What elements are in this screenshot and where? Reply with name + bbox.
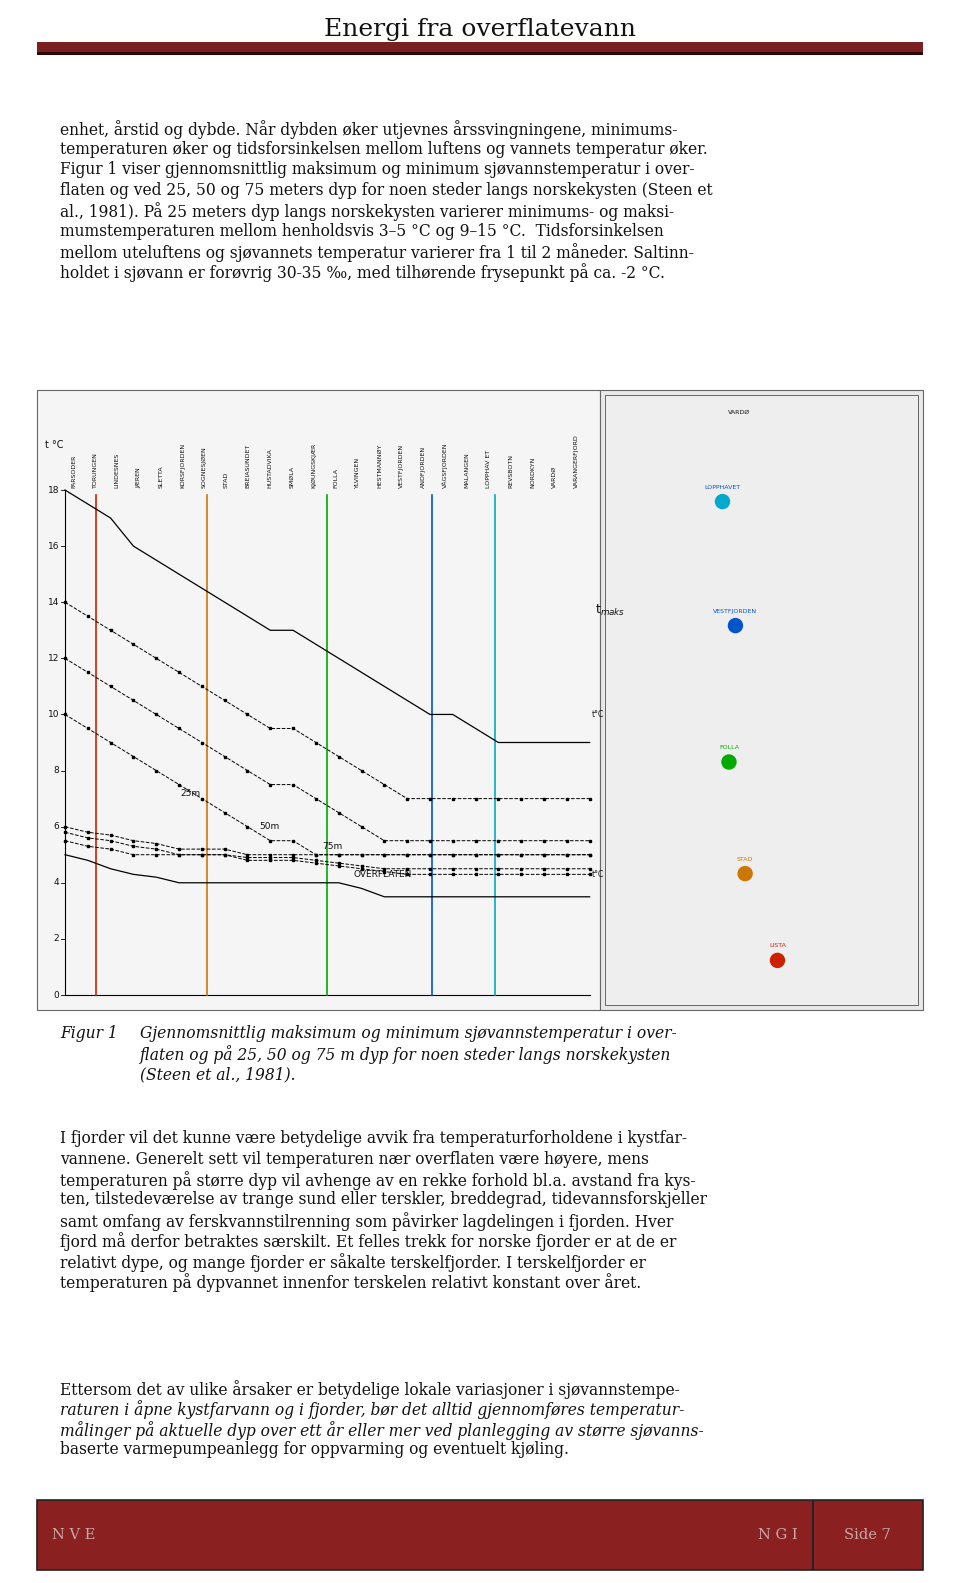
Text: HESTMANNØY: HESTMANNØY <box>377 443 382 488</box>
Text: 75m: 75m <box>322 842 343 850</box>
Text: JÆREN: JÆREN <box>136 467 141 488</box>
Text: 50m: 50m <box>259 822 279 831</box>
Circle shape <box>771 953 784 967</box>
Text: BREIASUNDET: BREIASUNDET <box>246 443 251 488</box>
Text: STAD: STAD <box>737 856 754 861</box>
Text: ANDFJORDEN: ANDFJORDEN <box>420 446 425 488</box>
Text: 6: 6 <box>53 822 59 831</box>
Text: flaten og ved 25, 50 og 75 meters dyp for noen steder langs norskekysten (Steen : flaten og ved 25, 50 og 75 meters dyp fo… <box>60 182 712 198</box>
Text: mumstemperaturen mellom henholdsvis 3–5 °C og 9–15 °C.  Tidsforsinkelsen: mumstemperaturen mellom henholdsvis 3–5 … <box>60 223 663 239</box>
Bar <box>605 396 918 1005</box>
Text: Energi fra overflatevann: Energi fra overflatevann <box>324 17 636 41</box>
Text: KORSFJORDEN: KORSFJORDEN <box>180 443 185 488</box>
Text: enhet, årstid og dybde. Når dybden øker utjevnes årssvingningene, minimums-: enhet, årstid og dybde. Når dybden øker … <box>60 120 678 139</box>
Text: 0: 0 <box>53 991 59 999</box>
Bar <box>37 43 923 52</box>
Text: baserte varmepumpeanlegg for oppvarming og eventuelt kjøling.: baserte varmepumpeanlegg for oppvarming … <box>60 1442 569 1458</box>
Circle shape <box>738 866 752 880</box>
Text: LISTA: LISTA <box>769 943 786 948</box>
Text: 25m: 25m <box>180 788 201 798</box>
Text: SLETTA: SLETTA <box>158 465 163 488</box>
Text: temperaturen øker og tidsforsinkelsen mellom luftens og vannets temperatur øker.: temperaturen øker og tidsforsinkelsen me… <box>60 141 708 157</box>
Text: målinger på aktuelle dyp over ett år eller mer ved planlegging av større sjøvann: målinger på aktuelle dyp over ett år ell… <box>60 1422 704 1441</box>
Text: VESTFJORDEN: VESTFJORDEN <box>713 608 757 614</box>
Text: LOPPHAVET: LOPPHAVET <box>705 484 740 489</box>
Text: temperaturen på større dyp vil avhenge av en rekke forhold bl.a. avstand fra kys: temperaturen på større dyp vil avhenge a… <box>60 1171 695 1190</box>
Text: HUSTADVIKA: HUSTADVIKA <box>268 448 273 488</box>
Text: 12: 12 <box>48 654 59 663</box>
Bar <box>37 1501 923 1570</box>
Text: N G I: N G I <box>757 1528 797 1542</box>
Bar <box>812 1501 814 1570</box>
Text: 8: 8 <box>53 766 59 776</box>
Text: 10: 10 <box>47 709 59 719</box>
Text: YLVINGEN: YLVINGEN <box>355 457 360 488</box>
Text: LOPPHAV ET: LOPPHAV ET <box>487 450 492 488</box>
Text: t$_{maks}$: t$_{maks}$ <box>594 603 625 617</box>
Text: t°C: t°C <box>591 709 604 719</box>
Text: LINDESNES: LINDESNES <box>114 453 120 488</box>
Text: N V E: N V E <box>52 1528 95 1542</box>
Text: KJØUNGSKJÆR: KJØUNGSKJÆR <box>311 443 317 488</box>
Text: 4: 4 <box>54 879 59 888</box>
Circle shape <box>729 619 742 633</box>
Text: STAD: STAD <box>224 472 228 488</box>
Text: al., 1981). På 25 meters dyp langs norskekysten varierer minimums- og maksi-: al., 1981). På 25 meters dyp langs norsk… <box>60 203 674 222</box>
Text: mellom uteluftens og sjøvannets temperatur varierer fra 1 til 2 måneder. Saltinn: mellom uteluftens og sjøvannets temperat… <box>60 244 694 261</box>
Text: FOLLA: FOLLA <box>719 746 739 750</box>
Text: VÅGSFJORDEN: VÅGSFJORDEN <box>442 443 447 488</box>
Text: NORDKYN: NORDKYN <box>530 456 535 488</box>
Bar <box>37 1501 923 1570</box>
Text: flaten og på 25, 50 og 75 m dyp for noen steder langs norskekysten: flaten og på 25, 50 og 75 m dyp for noen… <box>140 1045 671 1064</box>
Text: Ettersom det av ulike årsaker er betydelige lokale variasjoner i sjøvannstempe-: Ettersom det av ulike årsaker er betydel… <box>60 1380 680 1399</box>
Text: FOLLA: FOLLA <box>333 469 338 488</box>
Text: VARDØ: VARDØ <box>728 410 750 415</box>
Text: 16: 16 <box>47 541 59 551</box>
Text: MALANGEN: MALANGEN <box>465 453 469 488</box>
Text: 18: 18 <box>47 486 59 494</box>
Circle shape <box>722 755 736 769</box>
Circle shape <box>715 494 730 508</box>
Text: raturen i åpne kystfarvann og i fjorder, bør det alltid gjennomføres temperatur-: raturen i åpne kystfarvann og i fjorder,… <box>60 1401 684 1420</box>
Text: t °C: t °C <box>45 440 63 450</box>
Text: Gjennomsnittlig maksimum og minimum sjøvannstemperatur i over-: Gjennomsnittlig maksimum og minimum sjøv… <box>140 1026 677 1042</box>
Bar <box>37 52 923 55</box>
Text: SOGNESJØEN: SOGNESJØEN <box>202 446 207 488</box>
Text: I fjorder vil det kunne være betydelige avvik fra temperaturforholdene i kystfar: I fjorder vil det kunne være betydelige … <box>60 1130 687 1148</box>
Text: fjord må derfor betraktes særskilt. Et felles trekk for norske fjorder er at de : fjord må derfor betraktes særskilt. Et f… <box>60 1233 677 1252</box>
Text: ten, tilstedeværelse av trange sund eller terskler, breddegrad, tidevannsforskje: ten, tilstedeværelse av trange sund elle… <box>60 1192 707 1208</box>
Text: temperaturen på dypvannet innenfor terskelen relativt konstant over året.: temperaturen på dypvannet innenfor tersk… <box>60 1273 641 1292</box>
Text: TORUNGEN: TORUNGEN <box>93 453 98 488</box>
Bar <box>37 389 600 1010</box>
Text: holdet i sjøvann er forøvrig 30-35 ‰, med tilhørende frysepunkt på ca. -2 °C.: holdet i sjøvann er forøvrig 30-35 ‰, me… <box>60 263 665 282</box>
Bar <box>600 389 923 1010</box>
Text: relativt dype, og mange fjorder er såkalte terskelfjorder. I terskelfjorder er: relativt dype, og mange fjorder er såkal… <box>60 1254 646 1271</box>
Text: t°C: t°C <box>591 871 604 879</box>
Text: Side 7: Side 7 <box>844 1528 891 1542</box>
Text: VARANGERFJORD: VARANGERFJORD <box>574 434 579 488</box>
Text: OVERFLATEN: OVERFLATEN <box>353 871 412 879</box>
Text: FARSODER: FARSODER <box>71 454 76 488</box>
Text: Figur 1 viser gjennomsnittlig maksimum og minimum sjøvannstemperatur i over-: Figur 1 viser gjennomsnittlig maksimum o… <box>60 161 694 177</box>
Text: 14: 14 <box>48 598 59 606</box>
Text: vannene. Generelt sett vil temperaturen nær overflaten være høyere, mens: vannene. Generelt sett vil temperaturen … <box>60 1151 649 1168</box>
Text: SMØLA: SMØLA <box>290 465 295 488</box>
Text: samt omfang av ferskvannstilrenning som påvirker lagdelingen i fjorden. Hver: samt omfang av ferskvannstilrenning som … <box>60 1213 673 1232</box>
Text: 2: 2 <box>54 934 59 943</box>
Text: (Steen et al., 1981).: (Steen et al., 1981). <box>140 1065 296 1083</box>
Text: REVSBOTN: REVSBOTN <box>508 454 513 488</box>
Text: VESTFJORDEN: VESTFJORDEN <box>398 443 404 488</box>
Text: VARDØ: VARDØ <box>552 465 557 488</box>
Text: Figur 1: Figur 1 <box>60 1026 118 1042</box>
